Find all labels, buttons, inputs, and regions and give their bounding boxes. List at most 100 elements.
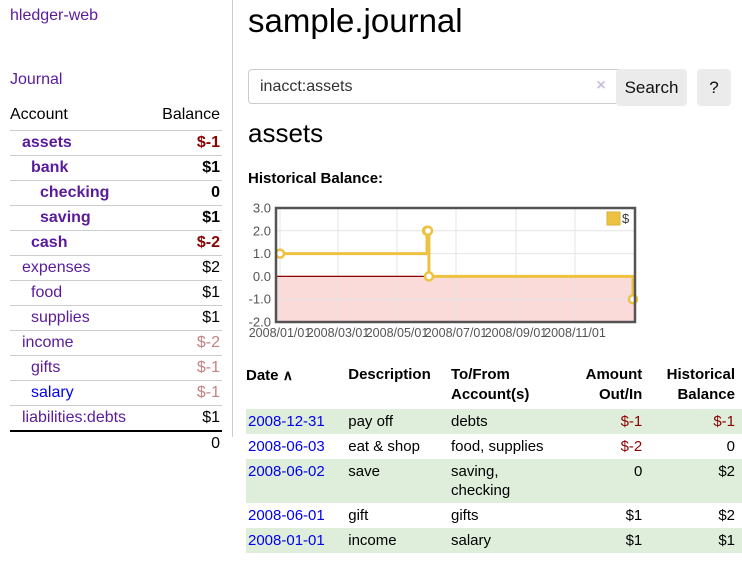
account-row: food $1 bbox=[10, 280, 222, 305]
transaction-row: 2008-06-02 save saving, checking 0 $2 bbox=[246, 459, 742, 503]
transaction-amount: $-2 bbox=[620, 438, 643, 455]
y-tick-label: -2.0 bbox=[249, 315, 271, 330]
historical-balance-chart: $3.0 2.0 1.0 0.0 -1.0 -2.0 2008/01/01 2008/03/0… bbox=[246, 201, 642, 345]
transaction-description: income bbox=[348, 532, 397, 549]
x-tick-label: 2008/11/01 bbox=[544, 326, 606, 340]
account-link-salary[interactable]: salary bbox=[31, 384, 74, 401]
transaction-date-link[interactable]: 2008-01-01 bbox=[248, 532, 325, 549]
transaction-row: 2008-06-03 eat & shop food, supplies $-2 0 bbox=[246, 434, 742, 459]
transaction-date-link[interactable]: 2008-06-03 bbox=[248, 438, 325, 455]
register-header-balance[interactable]: Historical Balance bbox=[666, 366, 735, 403]
transaction-description: gift bbox=[348, 507, 369, 524]
legend-swatch bbox=[606, 211, 621, 226]
accounts-total-row: 0 bbox=[10, 430, 222, 453]
x-tick-label: 2008/03/01 bbox=[307, 326, 370, 340]
account-row: gifts $-1 bbox=[10, 355, 222, 380]
transaction-accounts: debts bbox=[450, 413, 488, 430]
account-link-gifts[interactable]: gifts bbox=[31, 359, 61, 376]
account-heading: assets bbox=[248, 118, 324, 148]
account-row: income $-2 bbox=[10, 330, 222, 355]
account-row: supplies $1 bbox=[10, 305, 222, 330]
date-header-label: Date bbox=[246, 367, 279, 384]
x-tick-label: 2008/09/01 bbox=[485, 326, 548, 340]
transaction-description: pay off bbox=[348, 413, 393, 430]
account-link-supplies[interactable]: supplies bbox=[31, 309, 90, 326]
transaction-accounts: food, supplies bbox=[450, 438, 544, 455]
transaction-row: 2008-01-01 income salary $1 $1 bbox=[246, 528, 742, 553]
data-point bbox=[422, 225, 434, 237]
account-balance: $1 bbox=[202, 209, 220, 226]
brand-link[interactable]: hledger-web bbox=[10, 7, 99, 24]
legend-label: $ bbox=[622, 211, 630, 226]
account-row: expenses $2 bbox=[10, 255, 222, 280]
sidebar-divider bbox=[232, 0, 233, 437]
account-balance: $1 bbox=[202, 284, 220, 301]
account-link-assets[interactable]: assets bbox=[22, 134, 72, 151]
account-link-food[interactable]: food bbox=[31, 284, 63, 301]
transaction-amount: $-1 bbox=[620, 413, 643, 430]
transaction-balance: $-1 bbox=[713, 413, 735, 430]
transaction-amount: 0 bbox=[633, 463, 643, 480]
transaction-accounts: saving, checking bbox=[450, 463, 511, 499]
transaction-date-link[interactable]: 2008-06-01 bbox=[248, 507, 325, 524]
account-link-bank[interactable]: bank bbox=[31, 159, 69, 176]
accounts-table-header: Account Balance bbox=[10, 103, 222, 130]
chart-title: Historical Balance: bbox=[248, 170, 384, 187]
accounts-header-balance: Balance bbox=[162, 106, 220, 123]
account-balance: $-2 bbox=[196, 334, 220, 351]
y-tick-label: 3.0 bbox=[253, 203, 271, 216]
chart-svg: $3.0 2.0 1.0 0.0 -1.0 -2.02008/01/012008/03/0… bbox=[249, 201, 639, 340]
transaction-accounts: salary bbox=[450, 532, 491, 549]
accounts-total-value: 0 bbox=[211, 435, 220, 452]
account-link-checking[interactable]: checking bbox=[40, 184, 110, 201]
transaction-description: eat & shop bbox=[348, 438, 420, 455]
x-tick-label: 2008/05/01 bbox=[366, 326, 429, 340]
search-input[interactable] bbox=[248, 69, 623, 104]
account-link-income[interactable]: income bbox=[22, 334, 74, 351]
y-tick-label: 1.0 bbox=[253, 246, 271, 261]
account-link-expenses[interactable]: expenses bbox=[22, 259, 91, 276]
transaction-date-link[interactable]: 2008-06-02 bbox=[248, 463, 325, 480]
register-header-accounts[interactable]: To/From Account(s) bbox=[450, 366, 530, 403]
account-row: cash $-2 bbox=[10, 230, 222, 255]
account-balance: $-1 bbox=[196, 359, 220, 376]
account-link-saving[interactable]: saving bbox=[40, 209, 91, 226]
transaction-balance: $2 bbox=[718, 463, 735, 480]
account-balance: $-1 bbox=[196, 134, 220, 151]
help-button[interactable]: ? bbox=[697, 69, 731, 106]
transaction-row: 2008-12-31 pay off debts $-1 $-1 bbox=[246, 409, 742, 434]
account-balance: $1 bbox=[202, 159, 220, 176]
account-row: saving $1 bbox=[10, 205, 222, 230]
account-row: assets $-1 bbox=[10, 130, 222, 155]
account-row: liabilities:debts $1 bbox=[10, 405, 222, 430]
search-form: × Search ? bbox=[248, 69, 731, 106]
register-header-description[interactable]: Description bbox=[348, 366, 431, 383]
search-button[interactable]: Search bbox=[616, 69, 687, 106]
account-link-cash[interactable]: cash bbox=[31, 234, 68, 251]
register-header-row: Date ∧ Description To/From Account(s) Am… bbox=[246, 363, 742, 409]
account-balance: $1 bbox=[202, 309, 220, 326]
accounts-header-account: Account bbox=[10, 106, 68, 123]
register-header-date[interactable]: Date ∧ bbox=[246, 363, 348, 409]
plot-border bbox=[274, 206, 637, 324]
transaction-date-link[interactable]: 2008-12-31 bbox=[248, 413, 325, 430]
register-table: Date ∧ Description To/From Account(s) Am… bbox=[246, 363, 742, 553]
transaction-balance: $1 bbox=[718, 532, 735, 549]
accounts-table: Account Balance assets $-1 bank $1 checking 0… bbox=[10, 103, 222, 453]
y-tick-label: 0.0 bbox=[253, 269, 271, 284]
account-balance: 0 bbox=[211, 184, 220, 201]
clear-search-icon[interactable]: × bbox=[596, 77, 606, 94]
transaction-balance: $2 bbox=[718, 507, 735, 524]
transaction-balance: 0 bbox=[726, 438, 735, 455]
data-point bbox=[423, 271, 435, 282]
account-balance: $1 bbox=[202, 409, 220, 426]
transaction-amount: $1 bbox=[625, 532, 643, 549]
register-header-amount[interactable]: Amount Out/In bbox=[585, 366, 643, 403]
account-balance: $-2 bbox=[196, 234, 220, 251]
transaction-accounts: gifts bbox=[450, 507, 479, 524]
account-row: bank $1 bbox=[10, 155, 222, 180]
account-row: checking 0 bbox=[10, 180, 222, 205]
x-tick-label: 2008/07/01 bbox=[425, 326, 488, 340]
account-link-liabilities-debts[interactable]: liabilities:debts bbox=[22, 409, 127, 426]
sidebar-item-journal[interactable]: Journal bbox=[10, 71, 63, 88]
